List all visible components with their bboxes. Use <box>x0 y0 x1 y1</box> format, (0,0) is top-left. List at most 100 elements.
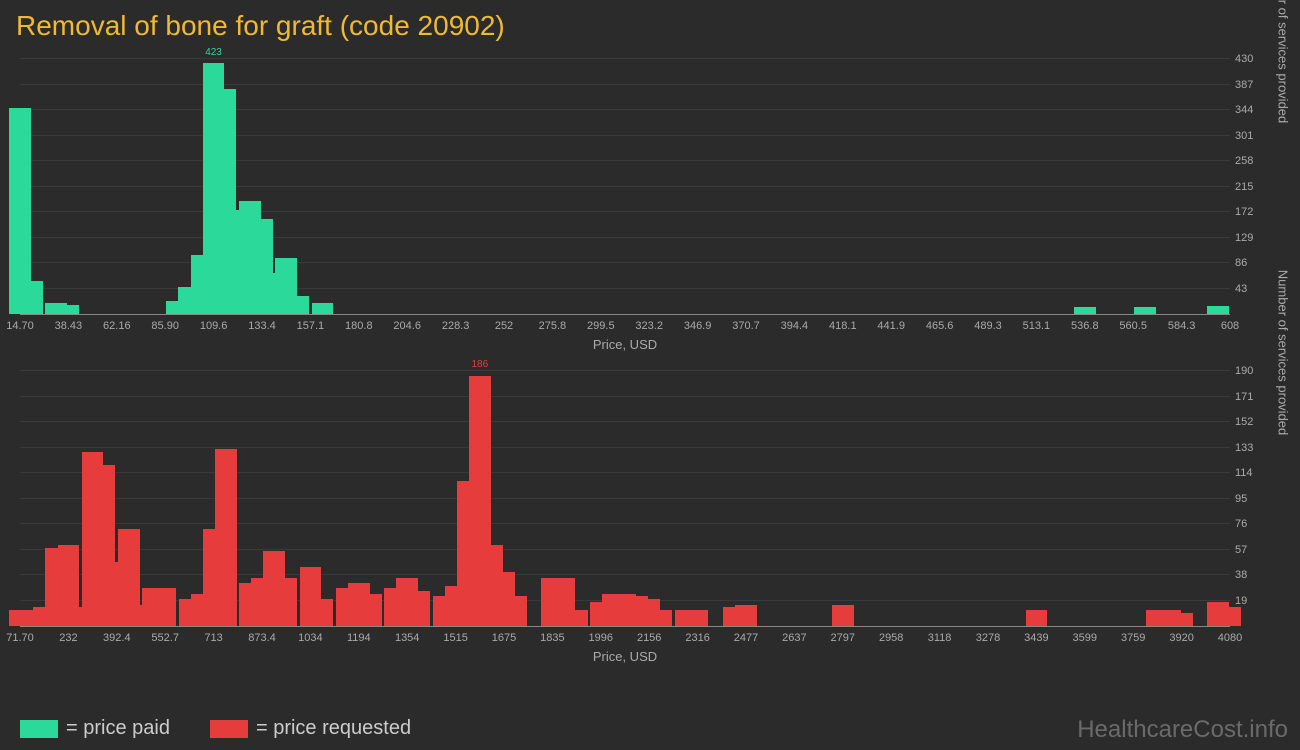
xtick: 418.1 <box>829 320 857 332</box>
ytick: 43 <box>1235 283 1265 295</box>
xtick: 873.4 <box>248 632 276 644</box>
ytick: 19 <box>1235 595 1265 607</box>
bar <box>1207 306 1229 314</box>
ytick: 95 <box>1235 493 1265 505</box>
bar <box>1171 613 1193 626</box>
bar <box>21 281 43 314</box>
xtick: 1194 <box>347 632 371 644</box>
gridline <box>20 135 1230 136</box>
xtick: 560.5 <box>1119 320 1147 332</box>
ytick: 215 <box>1235 181 1265 193</box>
ytick: 301 <box>1235 130 1265 142</box>
xtick: 441.9 <box>877 320 905 332</box>
bar <box>1134 307 1156 314</box>
xlabel-top: Price, USD <box>20 337 1230 352</box>
bar <box>312 303 334 314</box>
xtick: 3759 <box>1121 632 1145 644</box>
ytick: 76 <box>1235 518 1265 530</box>
xtick: 252 <box>495 320 513 332</box>
legend-label-requested: = price requested <box>256 717 411 740</box>
peak-label: 186 <box>472 359 489 370</box>
xtick: 3118 <box>928 632 952 644</box>
ytick: 57 <box>1235 544 1265 556</box>
ytick: 114 <box>1235 467 1265 479</box>
bar <box>505 596 527 626</box>
gridline <box>20 84 1230 85</box>
xtick: 62.16 <box>103 320 131 332</box>
bar <box>215 449 237 626</box>
xtick: 4080 <box>1218 632 1242 644</box>
xtick: 1996 <box>589 632 613 644</box>
xtick: 3599 <box>1073 632 1097 644</box>
xtick: 536.8 <box>1071 320 1099 332</box>
gridline <box>20 574 1230 575</box>
gridline <box>20 396 1230 397</box>
xtick: 552.7 <box>151 632 179 644</box>
ytick: 86 <box>1235 257 1265 269</box>
ytick: 38 <box>1235 569 1265 581</box>
watermark: HealthcareCost.info <box>1077 716 1288 744</box>
plot-area-top: 438612917221525830134438743014.7038.4362… <box>20 60 1230 315</box>
bar <box>566 610 588 626</box>
gridline <box>20 421 1230 422</box>
xtick: 85.90 <box>151 320 179 332</box>
gridline <box>20 160 1230 161</box>
legend-item-paid: = price paid <box>20 717 170 740</box>
bar <box>735 605 757 626</box>
bar <box>1074 307 1096 314</box>
xtick: 584.3 <box>1168 320 1196 332</box>
gridline <box>20 109 1230 110</box>
xtick: 489.3 <box>974 320 1002 332</box>
xtick: 1675 <box>492 632 516 644</box>
plot-area-bottom: 193857769511413315217119071.70232392.455… <box>20 372 1230 627</box>
xtick: 299.5 <box>587 320 615 332</box>
xtick: 394.4 <box>781 320 809 332</box>
gridline <box>20 498 1230 499</box>
xtick: 1835 <box>540 632 564 644</box>
xtick: 228.3 <box>442 320 470 332</box>
gridline <box>20 186 1230 187</box>
xtick: 2477 <box>734 632 758 644</box>
ytick: 152 <box>1235 416 1265 428</box>
price-requested-chart: 193857769511413315217119071.70232392.455… <box>20 372 1230 664</box>
xtick: 2156 <box>637 632 661 644</box>
xtick: 157.1 <box>297 320 325 332</box>
bar <box>832 605 854 626</box>
bar <box>408 591 430 626</box>
xtick: 346.9 <box>684 320 712 332</box>
xtick: 2958 <box>879 632 903 644</box>
xtick: 3439 <box>1024 632 1048 644</box>
xtick: 608 <box>1221 320 1239 332</box>
xtick: 323.2 <box>635 320 663 332</box>
ytick: 172 <box>1235 206 1265 218</box>
ytick: 430 <box>1235 53 1265 65</box>
xtick: 3278 <box>976 632 1000 644</box>
xtick: 2797 <box>831 632 855 644</box>
ytick: 387 <box>1235 79 1265 91</box>
page-title: Removal of bone for graft (code 20902) <box>0 0 1300 46</box>
ytick: 129 <box>1235 232 1265 244</box>
xtick: 1034 <box>298 632 322 644</box>
xtick: 275.8 <box>539 320 567 332</box>
bar <box>360 594 382 626</box>
legend: = price paid = price requested <box>20 717 411 740</box>
ytick: 258 <box>1235 155 1265 167</box>
legend-label-paid: = price paid <box>66 717 170 740</box>
gridline <box>20 237 1230 238</box>
legend-swatch-requested <box>210 720 248 738</box>
xtick: 392.4 <box>103 632 131 644</box>
bar <box>650 610 672 626</box>
bar <box>687 610 709 626</box>
gridline <box>20 447 1230 448</box>
xtick: 38.43 <box>55 320 83 332</box>
bar <box>287 296 309 314</box>
bar <box>58 305 80 314</box>
ylabel-top: Number of services provided <box>1275 0 1290 123</box>
gridline <box>20 370 1230 371</box>
xtick: 713 <box>204 632 222 644</box>
ytick: 133 <box>1235 442 1265 454</box>
peak-label: 423 <box>205 47 222 58</box>
gridline <box>20 549 1230 550</box>
ytick: 190 <box>1235 365 1265 377</box>
xtick: 513.1 <box>1023 320 1051 332</box>
